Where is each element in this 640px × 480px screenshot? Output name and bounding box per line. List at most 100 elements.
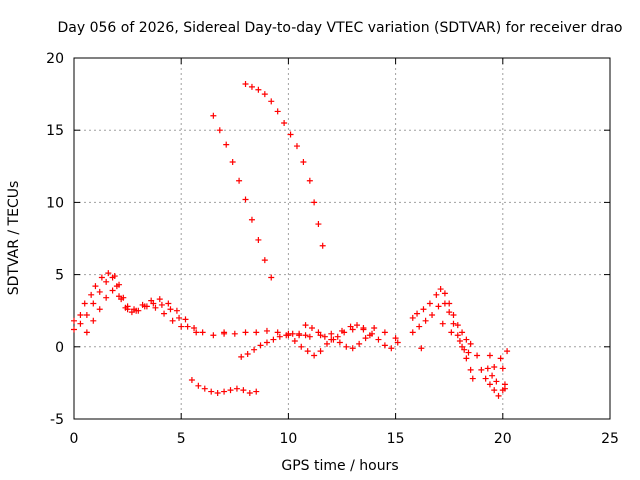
data-point xyxy=(96,306,103,313)
chart-title: Day 056 of 2026, Sidereal Day-to-day VTE… xyxy=(57,20,622,36)
data-point xyxy=(489,372,496,379)
data-point xyxy=(448,329,455,336)
data-point xyxy=(233,385,240,392)
data-point xyxy=(244,351,251,358)
data-point xyxy=(343,343,350,350)
data-point xyxy=(246,390,253,397)
data-point xyxy=(311,352,318,359)
data-point xyxy=(96,288,103,295)
data-point xyxy=(478,366,485,373)
data-point xyxy=(341,329,348,336)
data-point xyxy=(334,333,341,340)
data-point xyxy=(486,352,493,359)
data-point xyxy=(420,306,427,313)
data-point xyxy=(199,329,206,336)
data-point xyxy=(308,325,315,332)
y-tick-label: 0 xyxy=(55,340,64,356)
x-tick-label: 15 xyxy=(387,431,405,447)
data-point xyxy=(88,291,95,298)
data-point xyxy=(461,346,468,353)
data-point xyxy=(113,283,120,290)
data-point xyxy=(416,323,423,330)
data-point xyxy=(263,339,270,346)
series-arc-4 xyxy=(210,112,275,281)
data-point xyxy=(381,329,388,336)
data-point xyxy=(349,345,356,352)
data-point xyxy=(240,387,247,394)
data-point xyxy=(201,385,208,392)
data-point xyxy=(83,312,90,319)
series-arc-7 xyxy=(238,330,309,360)
data-point xyxy=(388,345,395,352)
data-point xyxy=(216,127,223,134)
data-point xyxy=(210,332,217,339)
data-point xyxy=(429,312,436,319)
data-point xyxy=(81,300,88,307)
data-point xyxy=(302,322,309,329)
data-point xyxy=(315,221,322,228)
data-point xyxy=(459,329,466,336)
data-point xyxy=(409,314,416,321)
data-point xyxy=(304,348,311,355)
data-point xyxy=(360,326,367,333)
data-point xyxy=(441,290,448,297)
data-point xyxy=(362,335,369,342)
data-point xyxy=(208,388,215,395)
data-point xyxy=(482,375,489,382)
data-point xyxy=(261,257,268,264)
data-point xyxy=(98,274,105,281)
data-point xyxy=(257,342,264,349)
data-point xyxy=(296,332,303,339)
data-point xyxy=(169,317,176,324)
data-point xyxy=(253,329,260,336)
data-point xyxy=(248,216,255,223)
grid xyxy=(74,58,610,419)
data-point xyxy=(90,300,97,307)
data-point xyxy=(71,326,77,333)
data-point xyxy=(315,329,322,336)
data-point xyxy=(298,343,305,350)
data-point xyxy=(152,304,159,311)
data-point xyxy=(467,340,474,347)
series-arc-6 xyxy=(188,377,260,397)
data-point xyxy=(274,108,281,115)
data-point xyxy=(242,329,249,336)
data-point xyxy=(227,387,234,394)
data-point xyxy=(261,91,268,98)
series-arc-13 xyxy=(418,320,481,359)
data-point xyxy=(439,320,446,327)
data-point xyxy=(321,333,328,340)
data-point xyxy=(311,199,318,206)
data-point xyxy=(504,348,511,355)
data-point xyxy=(499,365,506,372)
data-point xyxy=(236,177,243,184)
data-point xyxy=(105,270,112,277)
data-point xyxy=(291,338,298,345)
data-point xyxy=(493,378,500,385)
data-point xyxy=(116,293,123,300)
data-point xyxy=(463,355,470,362)
data-point xyxy=(167,306,174,313)
data-point xyxy=(392,335,399,342)
data-point xyxy=(191,325,198,332)
data-point xyxy=(253,388,260,395)
data-point xyxy=(90,317,97,324)
data-point xyxy=(150,300,157,307)
data-point xyxy=(474,352,481,359)
data-point xyxy=(441,300,448,307)
data-point xyxy=(435,303,442,310)
data-point xyxy=(418,345,425,352)
data-point xyxy=(229,158,236,165)
data-point xyxy=(394,339,401,346)
data-point xyxy=(268,98,275,105)
data-point xyxy=(263,327,270,334)
series-arc-10 xyxy=(302,322,373,343)
data-point xyxy=(323,340,330,347)
data-point xyxy=(281,119,288,126)
data-point xyxy=(375,336,382,343)
data-point xyxy=(103,294,110,301)
data-point xyxy=(328,336,335,343)
data-point xyxy=(276,333,283,340)
data-point xyxy=(450,320,457,327)
